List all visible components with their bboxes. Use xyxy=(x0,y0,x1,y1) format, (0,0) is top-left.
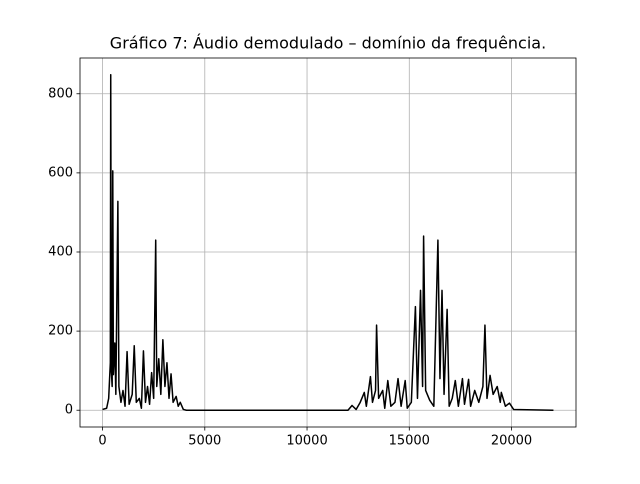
y-tick-label: 400 xyxy=(48,244,73,259)
y-tick-label: 0 xyxy=(65,403,73,418)
x-tick-label: 5000 xyxy=(188,434,221,449)
y-tick-label: 200 xyxy=(48,324,73,339)
y-tick-label: 600 xyxy=(48,165,73,180)
line xyxy=(102,74,554,411)
x-tick-label: 20000 xyxy=(491,434,532,449)
x-tick-label: 0 xyxy=(98,434,106,449)
y-tick-label: 800 xyxy=(48,86,73,101)
x-tick-label: 10000 xyxy=(286,434,327,449)
chart-title: Gráfico 7: Áudio demodulado – domínio da… xyxy=(110,34,546,53)
plot-frame xyxy=(79,57,577,428)
x-tick-label: 15000 xyxy=(389,434,430,449)
